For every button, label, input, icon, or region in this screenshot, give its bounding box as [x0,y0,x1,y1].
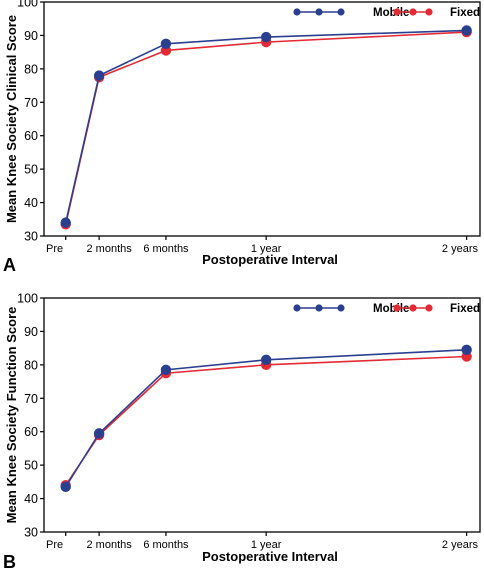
legend-marker-mobile [315,8,323,16]
y-tick-label: 100 [17,292,38,306]
legend-marker-mobile [315,304,323,312]
legend-marker-fixed [425,304,433,312]
y-tick-label: 60 [24,129,38,143]
legend-label-fixed: Fixed [450,303,480,315]
x-tick-label: 2 years [442,243,479,255]
y-axis-title: Mean Knee Society Function Score [4,307,19,524]
y-tick-label: 70 [24,96,38,110]
legend-marker-mobile [337,304,345,312]
data-point-mobile [260,31,272,43]
y-tick-label: 80 [24,62,38,76]
data-point-mobile [60,217,71,228]
legend-marker-fixed [393,8,401,16]
data-point-mobile [60,481,71,493]
y-tick-label: 40 [24,196,38,210]
plot-frame [43,297,481,533]
x-tick-label: 6 months [143,539,189,551]
series-line-mobile [65,349,467,488]
data-point-mobile [260,354,272,366]
x-tick-label: 2 years [442,539,479,551]
x-tick-label: 1 year [251,539,282,551]
x-tick-label: 1 year [251,243,282,255]
legend-marker-fixed [425,8,433,16]
y-tick-label: 50 [24,459,38,473]
plot-frame [43,1,481,237]
x-tick-label: Pre [46,243,63,255]
legend: Mobile Fixed [293,7,480,19]
y-tick-label: 80 [24,358,38,372]
y-axis-title: Mean Knee Society Clinical Score [4,15,19,223]
series-mobile [60,25,472,228]
series-line-fixed [65,355,467,486]
x-tick-label: Pre [46,539,63,551]
legend-label-mobile: Mobile [373,303,409,315]
chart-panel-b: 30 40 50 60 70 80 90 100 Pre 2 months 6 months 1 ye… [3,292,481,571]
y-tick-label: 50 [24,163,38,177]
y-tick-label: 90 [24,325,38,339]
data-point-mobile [93,70,105,81]
y-tick-label: 60 [24,425,38,439]
panel-letter: B [3,552,16,571]
legend-marker-mobile [293,304,301,312]
chart-panel-a: 30 40 50 60 70 80 90 100 Pre 2 months 6 months 1 ye… [3,0,481,275]
data-point-mobile [461,25,472,36]
legend-marker-fixed [409,304,417,312]
data-point-mobile [93,428,105,439]
y-tick-label: 30 [24,526,38,540]
x-tick-label: 6 months [143,243,189,255]
y-tick-label: 90 [24,29,38,43]
x-tick-label: 2 months [87,243,133,255]
y-tick-label: 40 [24,492,38,506]
legend-label-fixed: Fixed [450,7,480,19]
series-mobile [60,344,472,493]
y-tick-label: 30 [24,230,38,244]
series-fixed [60,26,472,230]
series-line-mobile [64,29,467,223]
panel-letter: A [3,255,16,275]
legend-marker-fixed [393,304,401,312]
legend-marker-mobile [337,8,345,16]
y-tick-label: 100 [17,0,38,10]
x-axis-title: Postoperative Interval [202,549,338,564]
y-tick-label: 70 [24,392,38,406]
x-axis-title: Postoperative Interval [202,252,338,267]
legend: Mobile Fixed [293,303,480,315]
x-tick-label: 2 months [87,539,133,551]
legend-label-mobile: Mobile [373,7,409,19]
data-point-mobile [461,344,472,356]
legend-marker-mobile [293,8,301,16]
series-line-fixed [64,31,467,225]
legend-marker-fixed [409,8,417,16]
data-point-mobile [160,38,172,49]
data-point-mobile [160,364,172,376]
series-fixed [60,351,472,491]
